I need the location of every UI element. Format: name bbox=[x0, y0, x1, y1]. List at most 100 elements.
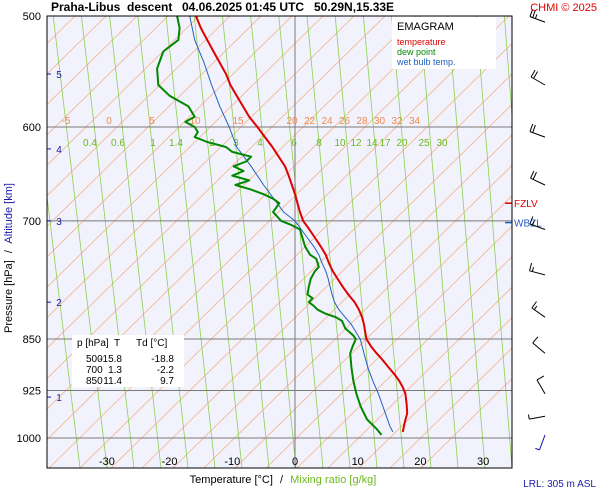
legend-title: EMAGRAM bbox=[397, 21, 454, 33]
dry-adiabat-line bbox=[358, 317, 512, 468]
legend-box bbox=[392, 17, 496, 69]
table-header: p [hPa] bbox=[77, 338, 109, 349]
wind-barb bbox=[529, 262, 546, 276]
adiabat-value-label: 32 bbox=[391, 116, 403, 127]
dry-adiabat-line bbox=[47, 16, 169, 136]
temp-tick-label: -10 bbox=[224, 456, 240, 468]
series-line-dew-point bbox=[156, 15, 383, 436]
xlabel-sep: / bbox=[280, 474, 284, 486]
dry-adiabat-line bbox=[389, 347, 512, 468]
mixing-ratio-value-label: 12 bbox=[350, 138, 362, 149]
mixing-ratio-line bbox=[109, 16, 162, 468]
adiabat-value-label: -5 bbox=[62, 116, 71, 127]
dry-adiabat-line bbox=[47, 16, 324, 288]
table-header: T bbox=[114, 338, 120, 349]
wind-barb-flag bbox=[534, 14, 538, 19]
plot-frame bbox=[46, 15, 513, 469]
wind-barb bbox=[536, 375, 546, 395]
altitude-tick-label: 1 bbox=[56, 393, 62, 404]
wind-barb-staff bbox=[529, 415, 546, 420]
wind-barb-flag bbox=[532, 220, 535, 226]
dry-adiabat-line bbox=[47, 16, 138, 105]
adiabat-value-label: 22 bbox=[304, 116, 316, 127]
data-table: p [hPa] T Td [°C] 500-15.8 -18.8 700 1.3 -2.2 85… bbox=[72, 335, 184, 387]
mixing-ratio-value-label: 4 bbox=[257, 138, 263, 149]
svg-text:Pressure [hPa] / A: Pressure [hPa] / Altitude [km] bbox=[3, 183, 15, 333]
xlabel-mixing: Mixing ratio [g/kg] bbox=[290, 474, 376, 486]
wind-barb-staff bbox=[529, 270, 546, 276]
wind-barb-flag bbox=[528, 414, 530, 420]
wind-barb-flag bbox=[532, 9, 536, 18]
table-cell: 700 bbox=[86, 365, 103, 376]
mixing-ratio-value-label: 14 bbox=[366, 138, 378, 149]
altitude-tick-label: 5 bbox=[56, 70, 62, 81]
wind-barb-staff bbox=[536, 379, 546, 395]
mixing-ratio-value-label: 3 bbox=[233, 138, 239, 149]
dry-adiabat-line bbox=[234, 195, 512, 468]
header-coords: 50.29N,15.33E bbox=[314, 0, 394, 14]
dry-adiabat-line bbox=[47, 16, 200, 166]
wind-barb-staff bbox=[530, 76, 546, 86]
adiabat-value-label: 26 bbox=[339, 116, 351, 127]
table-cell: -2.2 bbox=[157, 365, 175, 376]
pressure-tick-label: 925 bbox=[23, 386, 41, 398]
header-mode: descent bbox=[127, 0, 172, 14]
wind-barb-flag bbox=[529, 123, 534, 132]
mixing-ratio-line bbox=[81, 16, 135, 468]
wind-barb-flag bbox=[529, 216, 534, 225]
wind-barb bbox=[530, 69, 546, 86]
header-station: Praha-Libus bbox=[51, 0, 121, 14]
adiabat-value-label: 10 bbox=[189, 116, 201, 127]
wind-barb-staff bbox=[532, 342, 546, 354]
temp-tick-label: 30 bbox=[477, 456, 489, 468]
mixing-ratio-value-label: 17 bbox=[379, 138, 391, 149]
dry-adiabat-line bbox=[47, 16, 386, 349]
level-marker-label: FZLV bbox=[514, 199, 538, 210]
wind-barb-flag bbox=[532, 171, 537, 180]
pressure-tick-label: 1000 bbox=[17, 433, 41, 445]
table-box bbox=[72, 335, 184, 387]
mixing-ratio-line bbox=[363, 16, 405, 468]
temp-tick-label: 10 bbox=[352, 456, 364, 468]
altitude-tick-label: 3 bbox=[56, 217, 62, 228]
mixing-ratio-line bbox=[504, 16, 512, 121]
temp-tick-label: -30 bbox=[99, 456, 115, 468]
level-marker-label: WBZL bbox=[514, 219, 542, 230]
mixing-ratio-value-label: 6 bbox=[291, 138, 297, 149]
mixing-ratio-line bbox=[306, 16, 351, 468]
dry-adiabat-line bbox=[110, 73, 512, 468]
mixing-ratio-line bbox=[447, 16, 486, 468]
ylabel-sep: / bbox=[3, 249, 15, 253]
dry-adiabat-line bbox=[172, 134, 512, 468]
mixing-ratio-value-label: 10 bbox=[334, 138, 346, 149]
mixing-ratio-line bbox=[278, 16, 324, 468]
wind-barb-flag bbox=[532, 336, 539, 344]
mixing-ratio-value-label: 30 bbox=[436, 138, 448, 149]
legend: EMAGRAM temperature dew point wet bulb t… bbox=[392, 17, 496, 69]
legend-temperature: temperature bbox=[397, 37, 446, 47]
wind-barb-flag bbox=[532, 124, 536, 133]
adiabat-value-label: 20 bbox=[286, 116, 298, 127]
adiabat-value-label: 30 bbox=[374, 116, 386, 127]
pressure-tick-label: 850 bbox=[23, 334, 41, 346]
table-cell: 850 bbox=[86, 376, 103, 387]
legend-dew-point: dew point bbox=[397, 47, 436, 57]
wind-barb-flag bbox=[530, 170, 535, 179]
dry-adiabat-line bbox=[47, 16, 355, 319]
table-cell: 11.4 bbox=[103, 376, 122, 387]
wind-barb bbox=[530, 170, 546, 186]
pressure-tick-label: 700 bbox=[23, 216, 41, 228]
mixing-ratio-line bbox=[52, 16, 108, 468]
series-line-temperature bbox=[194, 15, 409, 433]
wind-barb-flag bbox=[529, 262, 533, 271]
mixing-ratio-line bbox=[193, 16, 243, 468]
mixing-ratio-line bbox=[47, 193, 81, 468]
wind-barb-flag bbox=[531, 301, 537, 309]
wind-barb-flag bbox=[535, 447, 540, 451]
dry-adiabat-line bbox=[47, 16, 262, 227]
table-header: Td [°C] bbox=[136, 338, 167, 349]
wind-barb bbox=[529, 8, 546, 23]
wind-barbs bbox=[528, 8, 546, 451]
adiabat-value-label: 34 bbox=[409, 116, 421, 127]
